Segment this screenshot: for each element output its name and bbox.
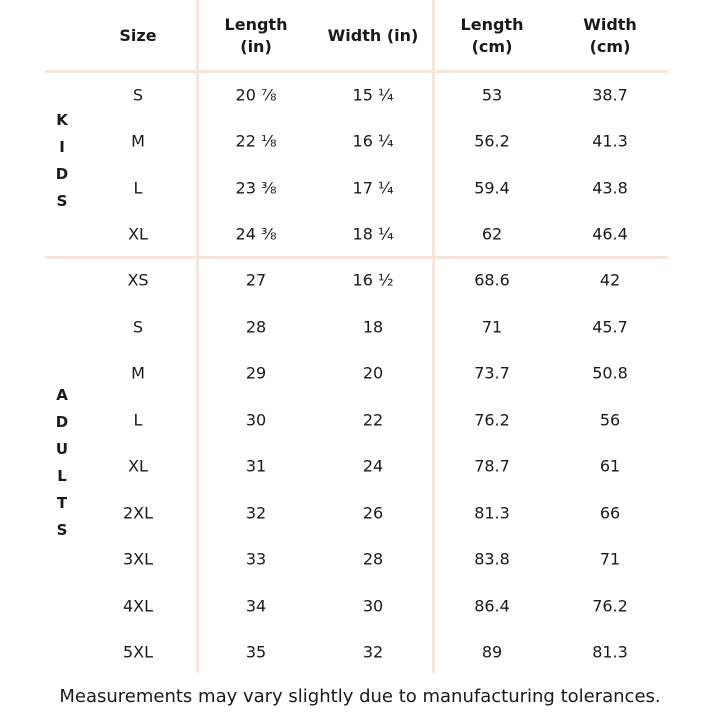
measurement-cell: 20 [362, 363, 384, 383]
measurement-cell: 38.7 [592, 85, 628, 105]
measurement-cell: 61 [599, 456, 621, 476]
measurement-cell: 73.7 [474, 363, 510, 383]
measurement-cell: 27 [245, 270, 267, 290]
size-cell: 5XL [122, 642, 154, 662]
measurement-cell: 32 [245, 503, 267, 522]
measurement-cell: 15 ¼ [352, 85, 394, 105]
column-header: Length (cm) [460, 15, 524, 56]
measurement-cell: 71 [599, 549, 621, 569]
row-divider [45, 256, 668, 259]
measurement-cell: 59.4 [474, 178, 510, 198]
measurement-cell: 16 ½ [352, 270, 394, 290]
measurement-cell: 81.3 [474, 503, 510, 522]
measurement-cell: 56.2 [474, 131, 510, 151]
group-label: ADULTS [53, 386, 71, 548]
measurement-cell: 62 [481, 224, 503, 244]
size-cell: 2XL [122, 503, 154, 522]
measurement-cell: 71 [481, 317, 503, 336]
measurement-cell: 42 [599, 270, 621, 290]
measurement-cell: 56 [599, 410, 621, 429]
column-header: Width (in) [327, 26, 419, 45]
measurement-cell: 34 [245, 596, 267, 615]
size-cell: L [133, 410, 143, 429]
measurement-cell: 18 [362, 317, 384, 336]
measurement-cell: 22 ⅛ [235, 131, 277, 151]
size-cell: L [133, 178, 143, 198]
column-header: Width (cm) [583, 15, 637, 56]
measurement-cell: 20 ⅞ [235, 85, 277, 105]
group-label: KIDS [53, 111, 71, 219]
measurement-cell: 28 [245, 317, 267, 336]
column-divider [432, 0, 435, 673]
measurement-cell: 78.7 [474, 456, 510, 476]
row-divider [45, 70, 668, 73]
size-cell: M [131, 363, 145, 383]
size-cell: XS [127, 270, 149, 290]
size-cell: S [132, 85, 144, 105]
measurement-cell: 46.4 [592, 224, 628, 244]
measurement-cell: 22 [362, 410, 384, 429]
measurement-cell: 29 [245, 363, 267, 383]
measurement-cell: 53 [481, 85, 503, 105]
measurement-cell: 41.3 [592, 131, 628, 151]
column-header: Length (in) [224, 15, 288, 56]
measurement-cell: 68.6 [474, 270, 510, 290]
measurement-cell: 81.3 [592, 642, 628, 662]
measurement-cell: 76.2 [474, 410, 510, 429]
measurement-cell: 45.7 [592, 317, 628, 336]
measurement-cell: 28 [362, 549, 384, 569]
column-divider [196, 0, 199, 673]
measurement-cell: 30 [362, 596, 384, 615]
size-cell: 3XL [122, 549, 154, 569]
measurement-cell: 66 [599, 503, 621, 522]
size-cell: M [131, 131, 145, 151]
measurement-cell: 86.4 [474, 596, 510, 615]
measurement-cell: 89 [481, 642, 503, 662]
measurement-cell: 26 [362, 503, 384, 522]
measurement-cell: 17 ¼ [352, 178, 394, 198]
measurement-cell: 50.8 [592, 363, 628, 383]
measurement-cell: 43.8 [592, 178, 628, 198]
size-cell: XL [128, 456, 148, 476]
measurement-cell: 23 ⅜ [235, 178, 277, 198]
size-cell: XL [128, 224, 148, 244]
measurement-cell: 32 [362, 642, 384, 662]
measurement-cell: 30 [245, 410, 267, 429]
measurement-cell: 24 ⅜ [235, 224, 277, 244]
size-cell: S [132, 317, 144, 336]
measurement-cell: 31 [245, 456, 267, 476]
measurement-cell: 24 [362, 456, 384, 476]
measurement-cell: 83.8 [474, 549, 510, 569]
measurement-cell: 76.2 [592, 596, 628, 615]
measurement-cell: 16 ¼ [352, 131, 394, 151]
footer-note: Measurements may vary slightly due to ma… [59, 686, 661, 707]
column-header: Size [119, 26, 157, 45]
measurement-cell: 35 [245, 642, 267, 662]
measurement-cell: 33 [245, 549, 267, 569]
size-cell: 4XL [122, 596, 154, 615]
measurement-cell: 18 ¼ [352, 224, 394, 244]
